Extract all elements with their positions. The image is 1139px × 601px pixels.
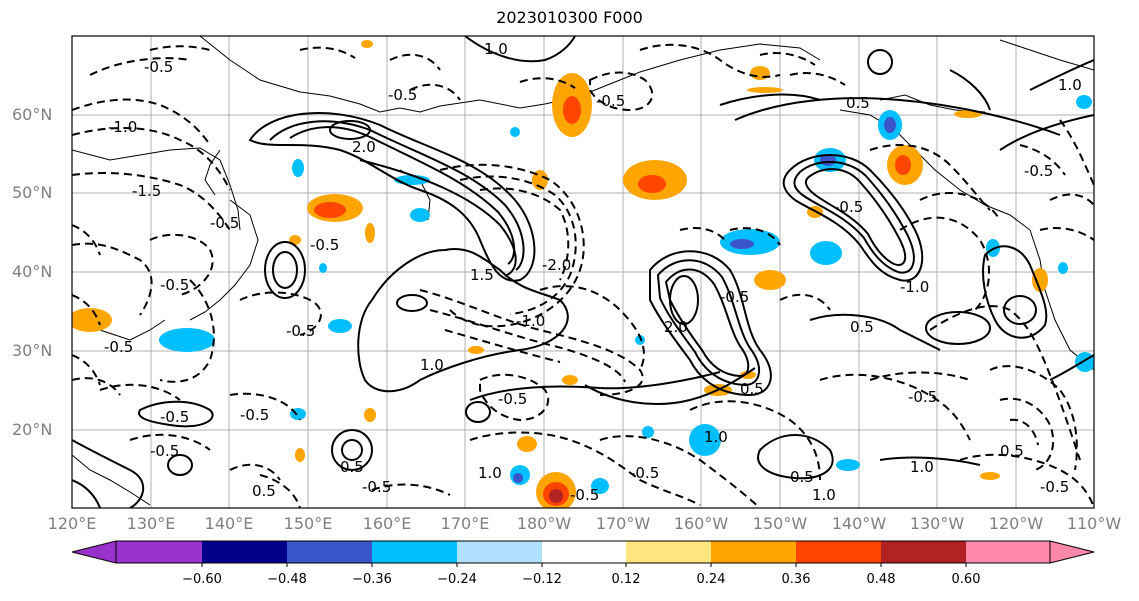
- contour-label: 0.5: [740, 380, 764, 398]
- contour-label: -1.0: [516, 312, 545, 330]
- lon-label-130w: 130°W: [909, 514, 965, 533]
- colorbar-tick-label: −0.60: [182, 572, 222, 587]
- contour-label: -0.5: [160, 408, 189, 426]
- contour-label: -0.5: [160, 276, 189, 294]
- colorbar-tick-label: 0.12: [611, 572, 641, 587]
- lat-label-20n: 20°N: [12, 420, 53, 439]
- colorbar-bin: [372, 541, 457, 563]
- contour-label: -0.5: [720, 288, 749, 306]
- contour-label: -0.5: [388, 86, 417, 104]
- contour-label: 0.5: [850, 318, 874, 336]
- contour-label: -0.5: [834, 198, 863, 216]
- contour-label: -0.5: [570, 486, 599, 504]
- contour-label: -2.0: [542, 256, 571, 274]
- lon-label-170e: 170°E: [440, 514, 490, 533]
- lat-label-50n: 50°N: [12, 183, 53, 202]
- map-title: 2023010300 F000: [496, 8, 643, 27]
- contour-label: -0.5: [908, 388, 937, 406]
- contour-label: 0.5: [340, 458, 364, 476]
- contour-label: -0.5: [1024, 162, 1053, 180]
- lon-label-110w: 110°W: [1066, 514, 1122, 533]
- colorbar-bin: [457, 541, 542, 563]
- contour-label: -0.5: [630, 464, 659, 482]
- contour-label: -0.5: [596, 92, 625, 110]
- contour-label: 0.5: [252, 482, 276, 500]
- contour-label: -1.0: [108, 118, 137, 136]
- colorbar-tick-label: −0.12: [522, 572, 562, 587]
- colorbar-bin: [287, 541, 372, 563]
- colorbar-tick-label: −0.48: [267, 572, 307, 587]
- colorbar-tick-label: 0.24: [696, 572, 726, 587]
- contour-labels: -0.5 -1.0 1.0 -1.5 2.0 -2.0 -0.5 -0.5 -0…: [104, 40, 1082, 504]
- colorbar-lower-extend: [71, 540, 117, 564]
- contour-label: 1.5: [470, 266, 494, 284]
- colorbar-tick-label: −0.24: [437, 572, 477, 587]
- colorbar-bin: [711, 541, 796, 563]
- colorbar: [71, 540, 1095, 567]
- contour-label: -0.5: [286, 322, 315, 340]
- contour-label: -0.5: [362, 478, 391, 496]
- lat-label-60n: 60°N: [12, 105, 53, 124]
- colorbar-tick-label: 0.60: [951, 572, 981, 587]
- lon-label-140w: 140°W: [831, 514, 887, 533]
- contour-label: 1.0: [484, 40, 508, 58]
- contour-label: 1.0: [420, 356, 444, 374]
- lon-label-120e: 120°E: [47, 514, 97, 533]
- colorbar-tick-label: 0.48: [866, 572, 896, 587]
- contour-label: -0.5: [310, 236, 339, 254]
- negative-contours: [72, 43, 1094, 508]
- colorbar-bin: [796, 541, 881, 563]
- lon-label-160w: 160°W: [673, 514, 729, 533]
- contour-label: 0.5: [846, 94, 870, 112]
- lon-label-180w: 180°W: [516, 514, 572, 533]
- lon-label-160e: 160°E: [362, 514, 412, 533]
- lon-label-130e: 130°E: [126, 514, 176, 533]
- colorbar-bin: [202, 541, 287, 563]
- contour-label: 1.0: [478, 464, 502, 482]
- contour-label: 2.0: [352, 138, 376, 156]
- contour-label: 2.0: [664, 318, 688, 336]
- positive-contours: [72, 36, 1094, 508]
- map-frame: [71, 35, 1095, 509]
- contour-label: 1.0: [812, 486, 836, 504]
- contour-label: 1.0: [1058, 76, 1082, 94]
- contour-label: -0.5: [210, 214, 239, 232]
- colorbar-bin: [966, 541, 1050, 563]
- contour-label: -1.5: [132, 182, 161, 200]
- contour-label: -0.5: [498, 390, 527, 408]
- lon-label-140e: 140°E: [204, 514, 254, 533]
- colorbar-bin: [116, 541, 202, 563]
- shaded-positive-anomalies: [72, 40, 1048, 508]
- colorbar-tick-label: 0.36: [781, 572, 811, 587]
- colorbar-tick-label: −0.36: [352, 572, 392, 587]
- lat-label-40n: 40°N: [12, 262, 53, 281]
- contour-label: 0.5: [1000, 442, 1024, 460]
- colorbar-bin: [626, 541, 711, 563]
- lon-label-120w: 120°W: [988, 514, 1044, 533]
- contour-label: -1.0: [900, 278, 929, 296]
- lon-label-150e: 150°E: [283, 514, 333, 533]
- colorbar-bin: [542, 541, 626, 563]
- contour-label: -0.5: [144, 58, 173, 76]
- colorbar-bin: [881, 541, 966, 563]
- colorbar-upper-extend: [1049, 540, 1095, 564]
- contour-label: 1.0: [910, 458, 934, 476]
- contour-label: -0.5: [150, 442, 179, 460]
- contour-label: -0.5: [104, 338, 133, 356]
- lat-label-30n: 30°N: [12, 341, 53, 360]
- contour-label: -0.5: [240, 406, 269, 424]
- lon-label-170w: 170°W: [595, 514, 651, 533]
- contour-label: -0.5: [1040, 478, 1069, 496]
- shaded-negative-anomalies: [159, 95, 1094, 494]
- lon-label-150w: 150°W: [752, 514, 808, 533]
- contour-label: 1.0: [704, 428, 728, 446]
- contour-label: 0.5: [790, 468, 814, 486]
